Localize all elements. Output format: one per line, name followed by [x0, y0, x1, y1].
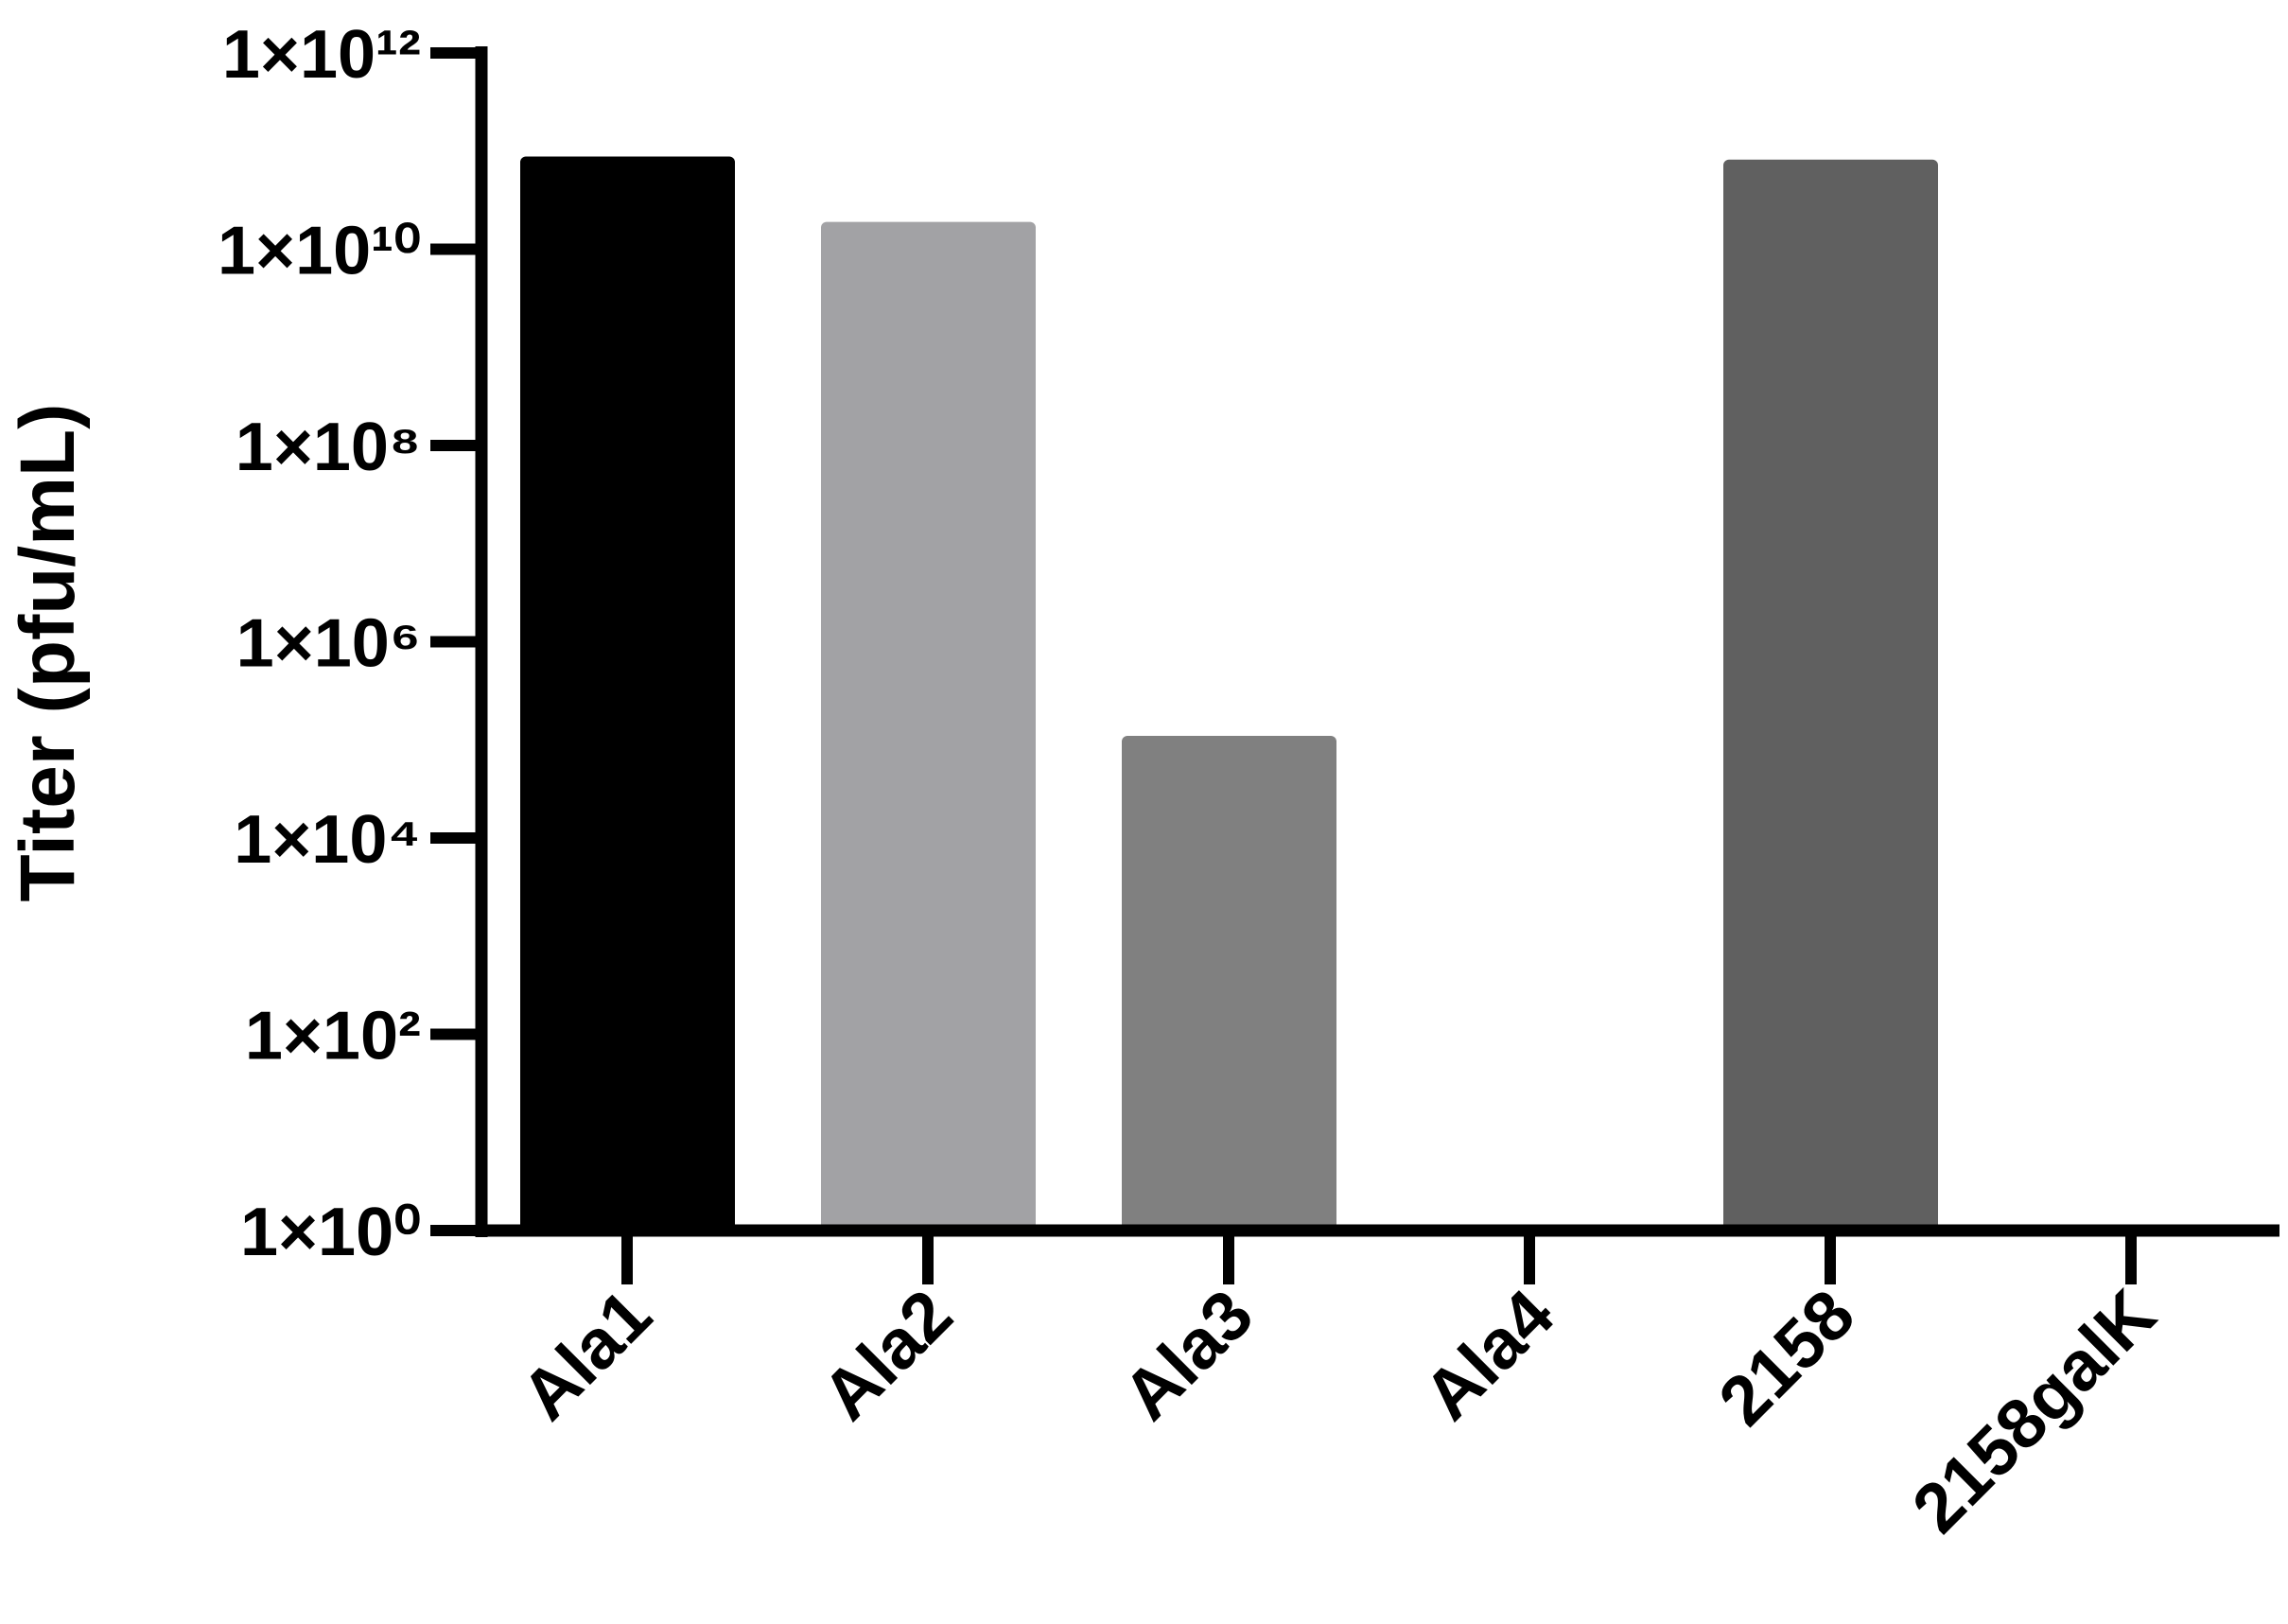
y-tick-label: 1×10² [245, 999, 421, 1074]
bar [1723, 159, 1938, 1231]
y-tick-label: 1×10⁴ [234, 802, 421, 878]
y-tick-label: 1×10⁸ [236, 410, 421, 485]
bar [520, 156, 735, 1231]
bar [821, 221, 1036, 1231]
y-tick-label: 1×10¹⁰ [218, 214, 421, 289]
bar [1122, 735, 1336, 1231]
x-tick-label: 2158galK [1897, 1275, 2170, 1547]
y-tick-label: 1×10⁶ [236, 606, 421, 682]
x-tick-label: 2158 [1703, 1275, 1869, 1441]
y-axis-title: Titer (pfu/mL) [5, 404, 91, 902]
y-tick-label: 1×10⁰ [240, 1195, 421, 1270]
y-tick-label: 1×10¹² [222, 17, 421, 93]
x-tick-label: Ala1 [506, 1275, 666, 1435]
x-tick-label: Ala2 [807, 1275, 967, 1435]
x-tick-label: Ala4 [1408, 1275, 1568, 1435]
x-tick-label: Ala3 [1108, 1275, 1267, 1435]
